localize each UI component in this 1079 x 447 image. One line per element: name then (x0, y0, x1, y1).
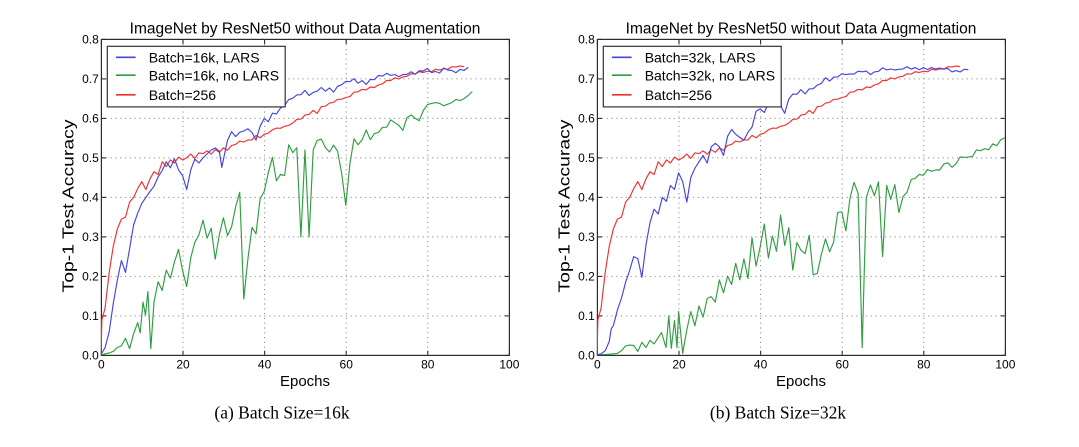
svg-text:0.5: 0.5 (578, 151, 595, 165)
svg-text:100: 100 (995, 358, 1015, 372)
svg-text:80: 80 (421, 358, 435, 372)
svg-text:40: 40 (258, 358, 272, 372)
svg-text:(a) Batch Size=16k: (a) Batch Size=16k (214, 403, 349, 423)
svg-text:0.8: 0.8 (578, 33, 595, 47)
svg-text:ImageNet by ResNet50 without D: ImageNet by ResNet50 without Data Augmen… (130, 21, 481, 38)
svg-text:0.3: 0.3 (82, 230, 99, 244)
svg-text:20: 20 (176, 358, 190, 372)
svg-text:0.4: 0.4 (82, 191, 99, 205)
svg-text:100: 100 (499, 358, 519, 372)
svg-text:Epochs: Epochs (280, 373, 330, 390)
svg-text:(b) Batch Size=32k: (b) Batch Size=32k (710, 403, 846, 423)
svg-text:0.1: 0.1 (82, 309, 99, 323)
svg-text:0: 0 (594, 358, 601, 372)
svg-text:60: 60 (836, 358, 850, 372)
svg-text:0.0: 0.0 (82, 349, 99, 363)
svg-text:Batch=32k, no LARS: Batch=32k, no LARS (645, 67, 775, 83)
svg-text:0.7: 0.7 (578, 72, 595, 86)
svg-text:0.8: 0.8 (82, 33, 99, 47)
svg-text:Batch=256: Batch=256 (149, 87, 217, 103)
svg-text:0.0: 0.0 (578, 349, 595, 363)
svg-text:80: 80 (917, 358, 931, 372)
svg-text:0.2: 0.2 (82, 270, 99, 284)
svg-text:0: 0 (98, 358, 105, 372)
svg-text:Batch=32k, LARS: Batch=32k, LARS (645, 50, 756, 66)
svg-text:ImageNet by ResNet50 without D: ImageNet by ResNet50 without Data Augmen… (626, 21, 977, 38)
svg-text:0.2: 0.2 (578, 270, 595, 284)
svg-text:60: 60 (340, 358, 354, 372)
svg-text:0.5: 0.5 (82, 151, 99, 165)
svg-text:0.1: 0.1 (578, 309, 595, 323)
svg-text:40: 40 (754, 358, 768, 372)
svg-text:Batch=256: Batch=256 (645, 87, 713, 103)
svg-text:0.3: 0.3 (578, 230, 595, 244)
svg-text:0.4: 0.4 (578, 191, 595, 205)
svg-text:Batch=16k, no LARS: Batch=16k, no LARS (149, 67, 279, 83)
svg-text:20: 20 (672, 358, 686, 372)
svg-text:0.7: 0.7 (82, 72, 99, 86)
svg-text:Epochs: Epochs (776, 373, 826, 390)
svg-text:Top-1 Test Accuracy: Top-1 Test Accuracy (556, 120, 573, 293)
svg-text:0.6: 0.6 (82, 112, 99, 126)
svg-text:0.6: 0.6 (578, 112, 595, 126)
svg-text:Batch=16k, LARS: Batch=16k, LARS (149, 50, 260, 66)
svg-text:Top-1 Test Accuracy: Top-1 Test Accuracy (60, 120, 77, 293)
